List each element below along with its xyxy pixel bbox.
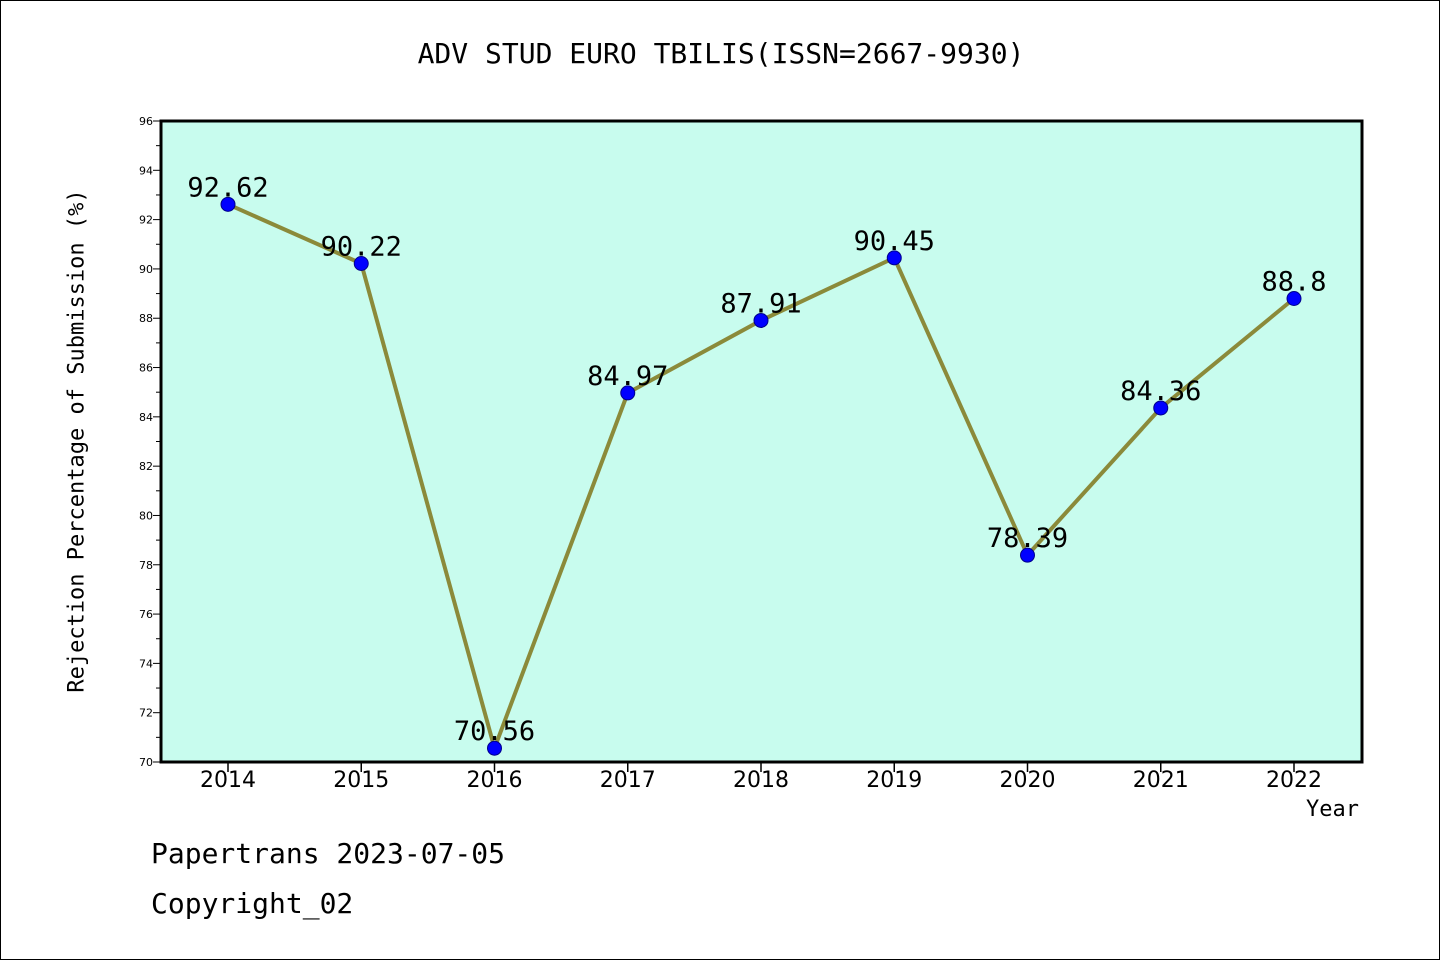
y-tick-label: 96 [139,115,153,128]
data-point [886,250,902,266]
data-label: 84.36 [1120,376,1201,407]
x-tick-label: 2018 [733,768,789,793]
data-point [1153,400,1169,416]
series [220,196,1302,756]
y-axis-label: Rejection Percentage of Submission (%) [64,189,90,693]
data-label: 70.56 [454,716,535,747]
x-tick-label: 2020 [1000,768,1056,793]
y-tick-label: 84 [139,411,153,424]
data-point [353,255,369,271]
data-point [753,312,769,328]
data-label: 87.91 [720,288,801,319]
y-tick-label: 80 [139,509,153,522]
x-tick-label: 2015 [333,768,389,793]
y-tick-label: 90 [139,263,153,276]
y-tick-label: 88 [139,312,153,325]
data-point [220,196,236,212]
x-tick-label: 2014 [200,768,256,793]
data-label: 84.97 [587,361,668,392]
x-tick-label: 2016 [467,768,523,793]
y-tick-label: 94 [139,164,153,177]
data-label: 92.62 [187,172,268,203]
data-label: 78.39 [987,523,1068,554]
data-label: 90.22 [321,231,402,262]
footer-copyright: Copyright_02 [151,887,354,920]
y-tick-label: 86 [139,362,153,375]
y-tick-label: 76 [139,608,153,621]
x-tick-label: 2021 [1133,768,1189,793]
data-point [1286,291,1302,307]
x-axis-label: Year [1306,797,1359,822]
x-tick-label: 2022 [1266,768,1322,793]
data-label: 90.45 [854,226,935,257]
y-axis-ticks: 70 72 74 76 78 80 82 84 86 88 90 92 94 96 [139,115,161,769]
data-point [1020,547,1035,563]
y-tick-label: 78 [139,559,153,572]
data-point [620,385,636,401]
y-tick-label: 74 [139,657,153,670]
data-label: 88.8 [1261,267,1326,298]
y-tick-label: 70 [139,756,153,769]
footer-date: Papertrans 2023-07-05 [151,837,506,870]
chart-title: ADV STUD EURO TBILIS(ISSN=2667-9930) [417,37,1025,70]
y-tick-label: 72 [139,707,153,720]
y-tick-label: 82 [139,460,153,473]
data-point [487,740,502,756]
x-axis-ticks: 2014 2015 2016 2017 2018 2019 2020 2021 2022 [200,762,1322,793]
x-tick-label: 2019 [866,768,922,793]
data-labels: 92.62 90.22 70.56 84.97 87.91 90.45 78.39 84.36… [187,172,1326,747]
y-tick-label: 92 [139,214,153,227]
plot-area [159,119,1364,764]
x-tick-label: 2017 [600,768,656,793]
